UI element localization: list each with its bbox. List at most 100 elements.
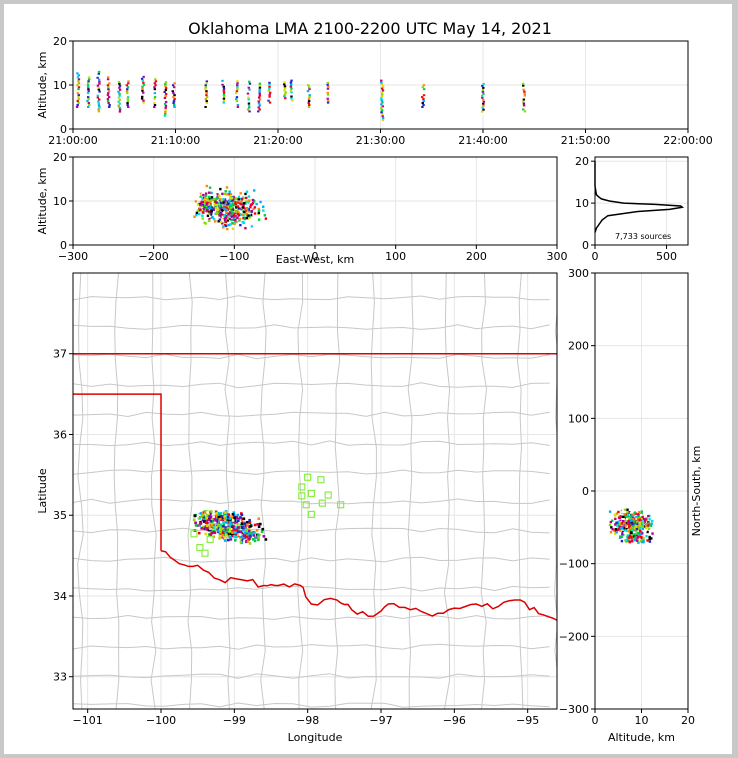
source-point — [229, 538, 233, 541]
source-point — [234, 197, 237, 201]
source-point — [234, 218, 237, 222]
county-boundary — [297, 273, 304, 709]
source-point — [215, 197, 219, 200]
source-point — [164, 81, 168, 84]
source-point — [221, 215, 225, 219]
source-point — [617, 516, 621, 519]
time-tick-label: 21:20:00 — [253, 134, 302, 147]
source-point — [422, 100, 425, 103]
time-tick-label: 21:40:00 — [458, 134, 507, 147]
source-point — [628, 515, 631, 519]
source-point — [640, 539, 643, 542]
source-point — [632, 509, 635, 512]
source-point — [236, 212, 240, 216]
x-tick-label: −100 — [146, 714, 176, 727]
source-point — [193, 215, 196, 218]
source-point — [283, 89, 286, 92]
source-point — [250, 210, 253, 213]
source-point — [637, 513, 640, 516]
source-point — [215, 515, 219, 519]
source-point — [209, 202, 212, 205]
source-point — [642, 518, 646, 521]
source-point — [640, 510, 644, 513]
source-point — [87, 76, 91, 79]
source-point — [639, 529, 642, 533]
source-point — [118, 84, 122, 87]
source-point — [622, 520, 625, 523]
county-boundary — [260, 273, 267, 709]
source-point — [622, 523, 626, 527]
source-point — [247, 98, 250, 101]
source-point — [194, 524, 198, 527]
source-point — [172, 102, 175, 105]
source-point — [98, 98, 101, 101]
source-point — [236, 513, 240, 517]
source-point — [211, 215, 214, 219]
source-point — [257, 102, 261, 105]
source-point — [239, 535, 242, 539]
source-point — [642, 521, 645, 525]
source-point — [204, 532, 208, 536]
source-point — [236, 205, 240, 209]
source-point — [117, 100, 120, 103]
source-point — [239, 197, 242, 201]
source-point — [208, 514, 212, 517]
source-point — [154, 80, 158, 83]
source-point — [631, 528, 634, 532]
source-point — [232, 213, 236, 216]
source-point — [250, 532, 254, 535]
source-point — [214, 510, 218, 514]
source-point — [260, 530, 264, 533]
source-point — [251, 201, 255, 205]
source-point — [422, 84, 426, 87]
source-point — [210, 531, 214, 535]
source-point — [245, 196, 248, 200]
source-point — [647, 514, 650, 518]
source-point — [246, 528, 250, 531]
source-point — [224, 224, 228, 228]
source-point — [244, 209, 248, 213]
source-point — [630, 531, 633, 534]
source-point — [259, 200, 262, 204]
source-point — [522, 98, 526, 101]
source-point — [223, 526, 227, 530]
source-point — [238, 520, 242, 523]
source-point — [621, 526, 624, 529]
source-point — [201, 518, 205, 521]
source-point — [289, 93, 293, 96]
source-point — [624, 524, 628, 527]
source-point — [246, 100, 250, 103]
source-point — [283, 83, 286, 86]
source-point — [203, 199, 207, 203]
y-tick-label: −200 — [559, 630, 589, 643]
source-point — [307, 100, 311, 103]
source-point — [246, 521, 249, 524]
source-point — [226, 521, 230, 524]
source-point — [221, 222, 224, 225]
figure: Oklahoma LMA 2100-2200 UTC May 14, 2021 … — [36, 19, 713, 744]
source-point — [87, 102, 91, 105]
source-point — [239, 516, 242, 519]
source-point — [201, 525, 205, 529]
source-point — [239, 223, 242, 227]
source-point — [306, 90, 310, 93]
source-point — [647, 527, 651, 530]
source-point — [226, 518, 230, 521]
source-point — [76, 100, 79, 103]
source-point — [252, 213, 255, 216]
source-point — [257, 218, 261, 221]
north-south-points — [608, 508, 654, 544]
source-point — [239, 540, 243, 544]
source-point — [249, 532, 252, 535]
source-point — [226, 526, 230, 530]
source-point — [208, 195, 211, 199]
source-point — [641, 527, 645, 531]
source-point — [225, 525, 228, 529]
source-point — [141, 85, 144, 88]
source-point — [228, 523, 232, 527]
source-point — [215, 203, 218, 206]
altitude-time-ylabel: Altitude, km — [36, 51, 49, 118]
source-point — [214, 514, 218, 517]
source-point — [172, 86, 176, 89]
source-point — [263, 214, 267, 217]
